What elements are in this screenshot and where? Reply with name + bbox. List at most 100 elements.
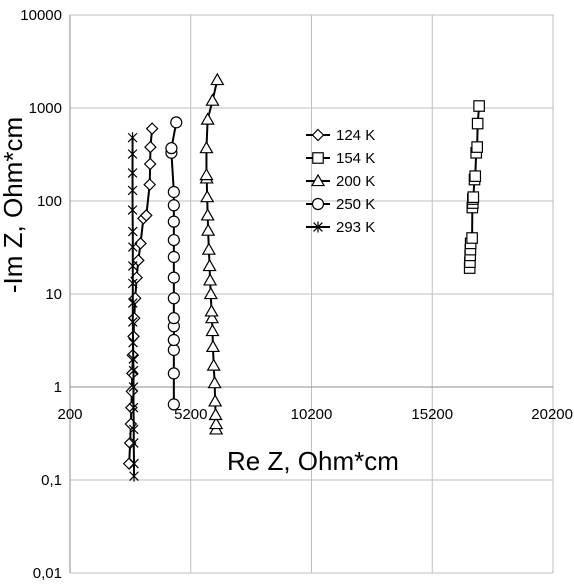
data-point bbox=[199, 140, 214, 154]
data-point bbox=[313, 221, 323, 233]
data-point bbox=[167, 312, 180, 325]
data-point bbox=[208, 407, 223, 421]
y-tick-label: 10000 bbox=[20, 7, 62, 24]
data-point bbox=[127, 311, 141, 325]
y-tick-label: 1 bbox=[54, 379, 62, 396]
data-point bbox=[466, 232, 478, 244]
series-200-k bbox=[199, 72, 225, 435]
data-point bbox=[167, 333, 180, 347]
y-tick-label: 100 bbox=[37, 193, 62, 210]
data-point bbox=[167, 250, 180, 264]
data-point bbox=[128, 437, 139, 449]
data-point bbox=[310, 173, 326, 187]
data-point bbox=[165, 142, 178, 155]
data-point bbox=[127, 297, 138, 309]
legend-label: 154 K bbox=[336, 150, 375, 167]
legend-label: 200 K bbox=[336, 173, 375, 190]
x-tick-labels: 200 5200 10200 15200 20200 bbox=[57, 406, 573, 423]
data-point bbox=[312, 152, 324, 164]
data-point bbox=[202, 273, 218, 286]
data-point bbox=[170, 116, 183, 129]
data-point bbox=[127, 316, 138, 328]
data-point bbox=[128, 353, 139, 365]
data-point bbox=[167, 233, 180, 247]
x-tick-label: 5200 bbox=[174, 406, 207, 423]
x-tick-label: 200 bbox=[57, 406, 82, 423]
data-point bbox=[469, 170, 482, 182]
legend-item: 154 K bbox=[306, 150, 375, 167]
data-series bbox=[122, 72, 485, 482]
x-axis-title: Re Z, Ohm*cm bbox=[227, 446, 399, 476]
data-point bbox=[201, 223, 216, 236]
data-point bbox=[125, 367, 139, 380]
y-tick-label: 1000 bbox=[29, 100, 62, 117]
data-point bbox=[203, 286, 218, 300]
legend-item: 200 K bbox=[306, 173, 375, 190]
data-point bbox=[139, 209, 153, 222]
data-point bbox=[128, 337, 138, 349]
data-point bbox=[167, 271, 180, 284]
series-154-k bbox=[463, 100, 485, 274]
data-point bbox=[143, 178, 157, 191]
legend-label: 124 K bbox=[336, 127, 375, 144]
data-point bbox=[205, 323, 220, 337]
series-293-k bbox=[127, 132, 139, 482]
data-point bbox=[202, 258, 217, 272]
data-point bbox=[127, 241, 138, 253]
data-point bbox=[167, 199, 180, 212]
gridlines bbox=[70, 14, 554, 574]
data-point bbox=[167, 398, 180, 411]
data-point bbox=[129, 470, 139, 482]
data-point bbox=[205, 339, 221, 353]
data-point bbox=[204, 304, 219, 317]
x-tick-label: 10200 bbox=[291, 406, 333, 423]
data-point bbox=[200, 112, 215, 125]
data-point bbox=[127, 204, 138, 216]
data-point bbox=[143, 157, 157, 171]
y-tick-label: 10 bbox=[45, 286, 62, 303]
legend-label: 293 K bbox=[336, 219, 375, 236]
y-tick-label: 0,01 bbox=[33, 565, 62, 582]
data-point bbox=[167, 215, 180, 228]
data-point bbox=[311, 197, 325, 211]
data-point bbox=[473, 100, 485, 112]
data-point bbox=[128, 423, 139, 435]
data-point bbox=[127, 277, 138, 289]
data-point bbox=[206, 358, 221, 371]
data-point bbox=[144, 140, 157, 154]
data-point bbox=[167, 185, 180, 199]
data-point bbox=[471, 141, 483, 153]
data-point bbox=[167, 343, 180, 357]
data-point bbox=[311, 128, 325, 142]
y-tick-labels: 0,01 0,1 1 10 100 1000 10000 bbox=[20, 7, 62, 582]
data-point bbox=[209, 416, 224, 430]
x-tick-label: 15200 bbox=[411, 406, 453, 423]
axes bbox=[69, 15, 553, 573]
data-point bbox=[145, 122, 159, 135]
data-point bbox=[127, 167, 138, 179]
data-point bbox=[128, 402, 139, 414]
series-line bbox=[170, 122, 178, 405]
data-point bbox=[200, 208, 215, 221]
data-point bbox=[201, 242, 216, 255]
data-point bbox=[205, 93, 220, 106]
data-point bbox=[471, 117, 484, 130]
data-point bbox=[128, 365, 139, 377]
legend: 124 K 154 K 200 K 250 K 293 K bbox=[306, 127, 375, 236]
series-250-k bbox=[165, 116, 183, 411]
data-point bbox=[124, 401, 138, 414]
data-point bbox=[127, 132, 138, 144]
series-124-k bbox=[122, 122, 159, 470]
data-point bbox=[199, 167, 214, 181]
data-point bbox=[127, 184, 138, 196]
data-point bbox=[167, 367, 180, 380]
data-point bbox=[167, 292, 180, 305]
y-axis-title: -Im Z, Ohm*cm bbox=[0, 117, 28, 293]
legend-item: 124 K bbox=[306, 127, 375, 144]
data-point bbox=[127, 225, 138, 237]
x-tick-label: 20200 bbox=[531, 406, 573, 423]
data-point bbox=[207, 375, 222, 389]
data-point bbox=[129, 458, 139, 470]
data-point bbox=[200, 189, 215, 203]
